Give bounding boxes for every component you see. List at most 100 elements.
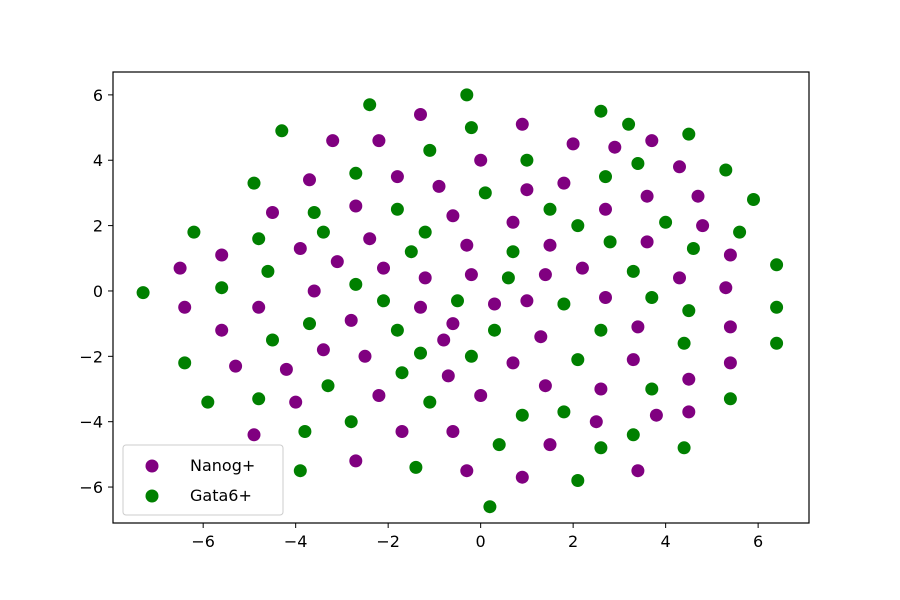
point-nanog-67 [673,160,686,174]
point-gata6-23 [390,202,404,216]
point-gata6-63 [682,127,696,141]
point-gata6-57 [631,157,645,170]
point-nanog-64 [640,235,654,249]
point-nanog-63 [640,189,654,203]
point-nanog-6 [252,300,266,314]
point-nanog-0 [173,261,187,275]
point-nanog-47 [534,330,548,344]
point-gata6-14 [307,206,321,219]
x-tick-label-1: −4 [284,532,308,551]
point-gata6-53 [603,235,617,249]
x-axis: −6 −4 −2 0 2 4 6 [191,523,763,551]
point-gata6-18 [349,166,363,180]
point-nanog-25 [395,425,409,438]
legend-box [122,444,284,516]
legend-label-gata6: Gata6+ [190,486,252,505]
point-nanog-61 [631,320,645,334]
point-nanog-44 [515,470,529,484]
y-tick-label-0: −6 [79,478,103,497]
point-nanog-18 [349,454,363,468]
point-gata6-29 [423,143,437,157]
point-nanog-56 [594,382,608,396]
point-nanog-16 [344,313,358,327]
point-nanog-13 [316,343,330,357]
point-nanog-8 [279,362,293,376]
point-nanog-26 [414,108,427,121]
point-nanog-68 [673,271,686,285]
point-gata6-35 [478,186,492,200]
point-gata6-50 [594,323,608,337]
point-gata6-32 [460,88,474,102]
point-gata6-26 [409,460,423,474]
point-gata6-9 [266,333,279,347]
point-gata6-55 [626,264,640,278]
point-nanog-72 [696,219,710,233]
point-nanog-59 [608,140,622,154]
point-nanog-11 [303,173,316,187]
point-gata6-12 [298,425,312,438]
scatter-points [136,88,784,514]
point-nanog-10 [293,242,307,255]
point-gata6-45 [557,405,571,419]
point-nanog-75 [723,320,737,334]
x-tick-label-3: 0 [476,532,486,551]
point-gata6-4 [215,281,229,295]
point-gata6-49 [594,104,608,118]
point-gata6-30 [423,395,437,409]
point-gata6-40 [506,245,520,259]
point-nanog-35 [460,238,474,252]
point-gata6-24 [395,366,409,380]
point-nanog-41 [506,215,520,229]
point-gata6-47 [571,353,585,367]
point-nanog-37 [464,268,478,282]
point-gata6-15 [316,225,330,239]
point-gata6-33 [464,121,478,135]
point-nanog-40 [488,297,501,311]
point-gata6-54 [622,117,636,131]
y-tick-label-2: −2 [79,347,103,366]
y-tick-label-6: 6 [93,86,103,105]
point-nanog-23 [377,261,390,275]
point-gata6-68 [733,225,747,239]
point-nanog-28 [418,271,432,285]
point-nanog-76 [723,356,737,370]
point-nanog-54 [575,261,589,275]
point-gata6-71 [770,258,784,272]
point-nanog-19 [358,349,372,363]
point-nanog-57 [599,202,612,216]
y-tick-label-1: −4 [79,413,103,432]
point-gata6-5 [247,176,261,190]
point-gata6-43 [543,202,557,216]
point-gata6-28 [418,225,432,239]
point-gata6-34 [464,349,478,363]
point-nanog-24 [390,170,404,184]
point-nanog-51 [543,438,557,452]
point-gata6-62 [677,441,691,455]
point-nanog-4 [229,359,243,373]
y-tick-label-3: 0 [93,282,103,301]
point-nanog-73 [719,281,733,295]
legend-marker-nanog [145,459,159,473]
point-nanog-45 [520,183,534,197]
point-nanog-55 [589,415,603,429]
point-gata6-58 [645,291,659,304]
y-axis: −6 −4 −2 0 2 4 6 [79,86,113,497]
point-nanog-12 [307,284,321,298]
point-nanog-21 [372,134,386,148]
point-nanog-15 [330,255,344,269]
point-nanog-7 [266,206,279,219]
point-gata6-2 [178,356,192,370]
point-gata6-39 [501,271,515,285]
point-nanog-71 [691,189,705,203]
point-gata6-42 [520,153,534,167]
y-tick-label-4: 2 [93,217,103,236]
legend-label-nanog: Nanog+ [190,456,255,475]
point-gata6-67 [723,392,737,406]
point-gata6-70 [770,300,784,314]
point-nanog-22 [372,389,386,402]
point-nanog-14 [326,134,340,148]
point-gata6-19 [349,277,363,291]
point-nanog-29 [432,179,446,193]
point-nanog-1 [178,300,192,314]
